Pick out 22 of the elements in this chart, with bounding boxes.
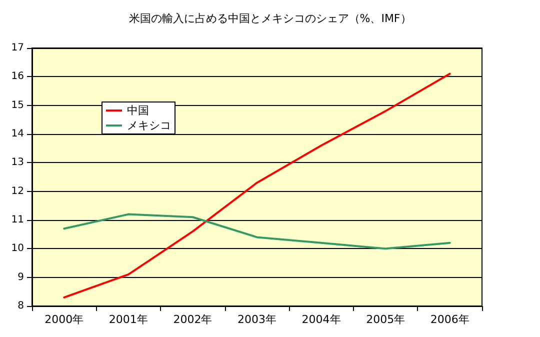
y-tick-label: 11 [11, 214, 24, 226]
x-tick-label: 2002年 [173, 313, 212, 326]
x-tick-label: 2004年 [302, 313, 341, 326]
line-series [63, 72, 451, 298]
x-tick-label: 2003年 [238, 313, 276, 326]
x-tick-label: 2005年 [366, 313, 406, 326]
y-tick-label: 14 [11, 128, 24, 140]
line-series [63, 213, 451, 250]
y-tick-label: 12 [11, 186, 24, 197]
legend-label: 中国 [127, 104, 149, 117]
y-tick-label: 13 [11, 157, 24, 168]
x-tick-label: 2000年 [44, 313, 84, 326]
chart-title: 米国の輸入に占める中国とメキシコのシェア（%、IMF） [128, 12, 412, 25]
x-tick-label: 2006年 [430, 313, 470, 326]
y-tick-label: 10 [11, 243, 24, 254]
y-tick-label: 9 [18, 272, 24, 283]
y-tick-label: 8 [18, 300, 24, 312]
y-tick-label: 17 [11, 42, 24, 54]
legend-label: メキシコ [127, 119, 171, 132]
y-tick-label: 15 [11, 100, 24, 111]
x-tick-label: 2001年 [108, 313, 148, 326]
y-tick-label: 16 [11, 71, 24, 82]
